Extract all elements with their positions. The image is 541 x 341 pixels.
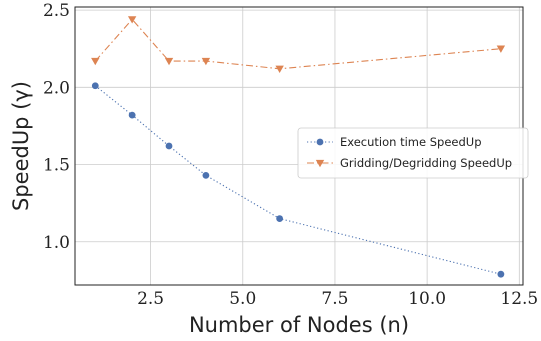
data-point-series-1 [496,45,506,53]
data-point-series-0 [276,215,284,222]
y-tick-label: 1.5 [43,156,70,176]
x-tick-label: 2.5 [137,289,164,309]
x-tick-labels: 2.5 5.0 7.5 10.0 12.5 [137,289,538,309]
legend-box [297,127,529,179]
x-axis-label: Number of Nodes (n) [189,313,409,337]
series-layer [91,16,506,278]
y-tick-label: 1.0 [43,233,70,253]
x-tick-label: 12.5 [500,289,538,309]
y-tick-label: 2.5 [43,1,70,21]
data-point-series-0 [128,111,136,119]
y-tick-label: 2.0 [43,78,70,98]
legend: Execution time SpeedUp Gridding/Degriddin… [297,127,529,179]
data-point-series-1 [91,57,100,66]
data-point-series-1 [201,57,211,66]
legend-label: Execution time SpeedUp [340,135,482,149]
y-axis-label: SpeedUp (γ) [9,81,33,211]
data-point-series-0 [497,270,505,278]
x-tick-label: 7.5 [321,289,348,309]
legend-label: Gridding/Degridding SpeedUp [340,156,512,170]
y-tick-labels: 1.0 1.5 2.0 2.5 [43,1,70,253]
data-point-series-1 [164,57,174,66]
data-point-series-0 [91,82,99,90]
data-point-series-1 [127,16,137,24]
x-tick-label: 5.0 [229,289,256,309]
legend-marker [316,138,324,146]
data-point-series-0 [202,171,210,179]
x-tick-label: 10.0 [408,289,446,309]
data-point-series-1 [275,65,284,73]
series-line-0 [94,85,502,275]
legend-marker [315,159,325,168]
series-line-1 [94,18,501,70]
data-point-series-0 [165,142,173,150]
